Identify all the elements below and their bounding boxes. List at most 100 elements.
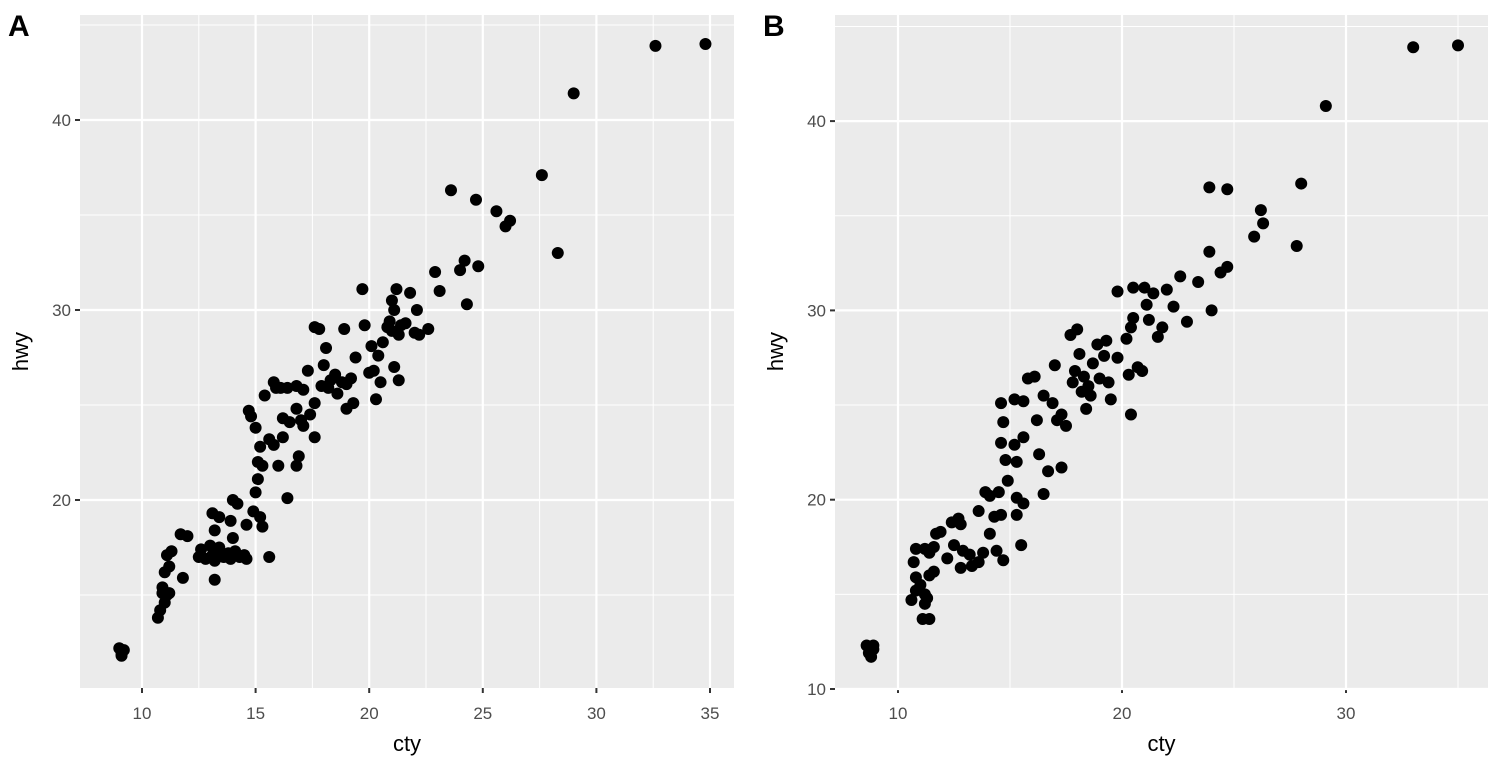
data-point <box>367 364 380 377</box>
data-point <box>1017 395 1030 408</box>
data-point <box>290 459 303 472</box>
data-point <box>283 416 296 429</box>
panel-b-tag: B <box>763 10 785 43</box>
data-point <box>1151 330 1164 343</box>
data-point <box>977 546 990 559</box>
data-point <box>385 294 398 307</box>
data-point <box>195 543 208 556</box>
data-point <box>954 518 967 531</box>
data-point <box>454 264 467 277</box>
data-point <box>1075 385 1088 398</box>
data-point <box>972 556 985 569</box>
data-point <box>490 205 503 218</box>
data-point <box>213 511 226 524</box>
y-axis-label: hwy <box>8 332 33 371</box>
data-point <box>1010 491 1023 504</box>
y-tick-label: 40 <box>807 112 826 131</box>
data-point <box>213 541 226 554</box>
x-tick-label: 30 <box>587 704 606 723</box>
data-point <box>995 436 1008 449</box>
data-point <box>535 169 548 182</box>
data-point <box>1071 323 1084 336</box>
data-point <box>923 612 936 625</box>
data-point <box>1084 389 1097 402</box>
data-point <box>1127 281 1140 294</box>
data-point <box>1221 260 1234 273</box>
data-point <box>865 650 878 663</box>
data-point <box>251 473 264 486</box>
data-point <box>1248 230 1261 243</box>
data-point <box>972 505 985 518</box>
data-point <box>927 541 940 554</box>
data-point <box>231 497 244 510</box>
data-point <box>313 323 326 335</box>
data-point <box>1033 448 1046 461</box>
data-point <box>338 323 351 335</box>
data-point <box>1051 414 1064 427</box>
data-point <box>272 459 285 472</box>
data-point <box>388 304 401 316</box>
data-point <box>317 359 330 372</box>
data-point <box>1147 287 1160 300</box>
data-point <box>1042 465 1055 478</box>
data-point <box>1167 300 1180 313</box>
data-point <box>1221 183 1234 196</box>
data-point <box>458 254 471 267</box>
data-point <box>1021 372 1034 385</box>
data-point <box>258 389 271 402</box>
data-point <box>308 431 321 444</box>
data-point <box>1060 419 1072 432</box>
data-point <box>297 383 310 396</box>
data-point <box>292 450 305 463</box>
data-point <box>388 361 401 373</box>
data-point <box>921 592 934 605</box>
data-point <box>1452 39 1464 52</box>
panel-background <box>80 15 734 688</box>
data-point <box>997 416 1010 429</box>
data-point <box>376 336 389 349</box>
data-point <box>1048 359 1061 372</box>
data-point <box>1008 438 1021 451</box>
data-point <box>304 408 317 421</box>
data-point <box>918 542 931 555</box>
data-point <box>923 569 936 582</box>
data-point <box>226 532 239 544</box>
data-point <box>1028 370 1041 383</box>
data-point <box>358 319 371 332</box>
data-point <box>963 548 976 561</box>
data-point <box>927 565 940 578</box>
data-point <box>1066 376 1079 389</box>
data-point <box>1127 311 1140 324</box>
data-point <box>297 419 310 432</box>
data-point <box>404 286 417 299</box>
data-point <box>254 511 267 524</box>
data-point <box>1098 349 1111 362</box>
data-point <box>267 438 280 451</box>
data-point <box>320 342 333 354</box>
data-point <box>649 39 662 52</box>
data-point <box>948 539 960 552</box>
data-point <box>399 317 412 330</box>
data-point <box>551 247 564 259</box>
data-point <box>163 587 176 600</box>
data-point <box>992 486 1005 499</box>
data-point <box>281 492 294 505</box>
data-point <box>1046 397 1059 410</box>
data-point <box>1082 380 1095 393</box>
data-point <box>1295 177 1308 190</box>
data-point <box>290 402 303 415</box>
data-point <box>1017 431 1030 444</box>
y-tick-label: 10 <box>807 680 826 699</box>
data-point <box>699 38 712 50</box>
data-point <box>1091 338 1104 351</box>
data-point <box>460 298 473 311</box>
data-point <box>862 647 875 660</box>
data-point <box>1093 372 1106 385</box>
data-point <box>374 376 387 389</box>
x-tick-label: 25 <box>473 704 492 723</box>
y-tick-label: 30 <box>52 301 71 320</box>
data-point <box>1122 368 1135 381</box>
data-point <box>1111 285 1124 298</box>
data-point <box>224 514 237 527</box>
data-point <box>254 440 267 453</box>
